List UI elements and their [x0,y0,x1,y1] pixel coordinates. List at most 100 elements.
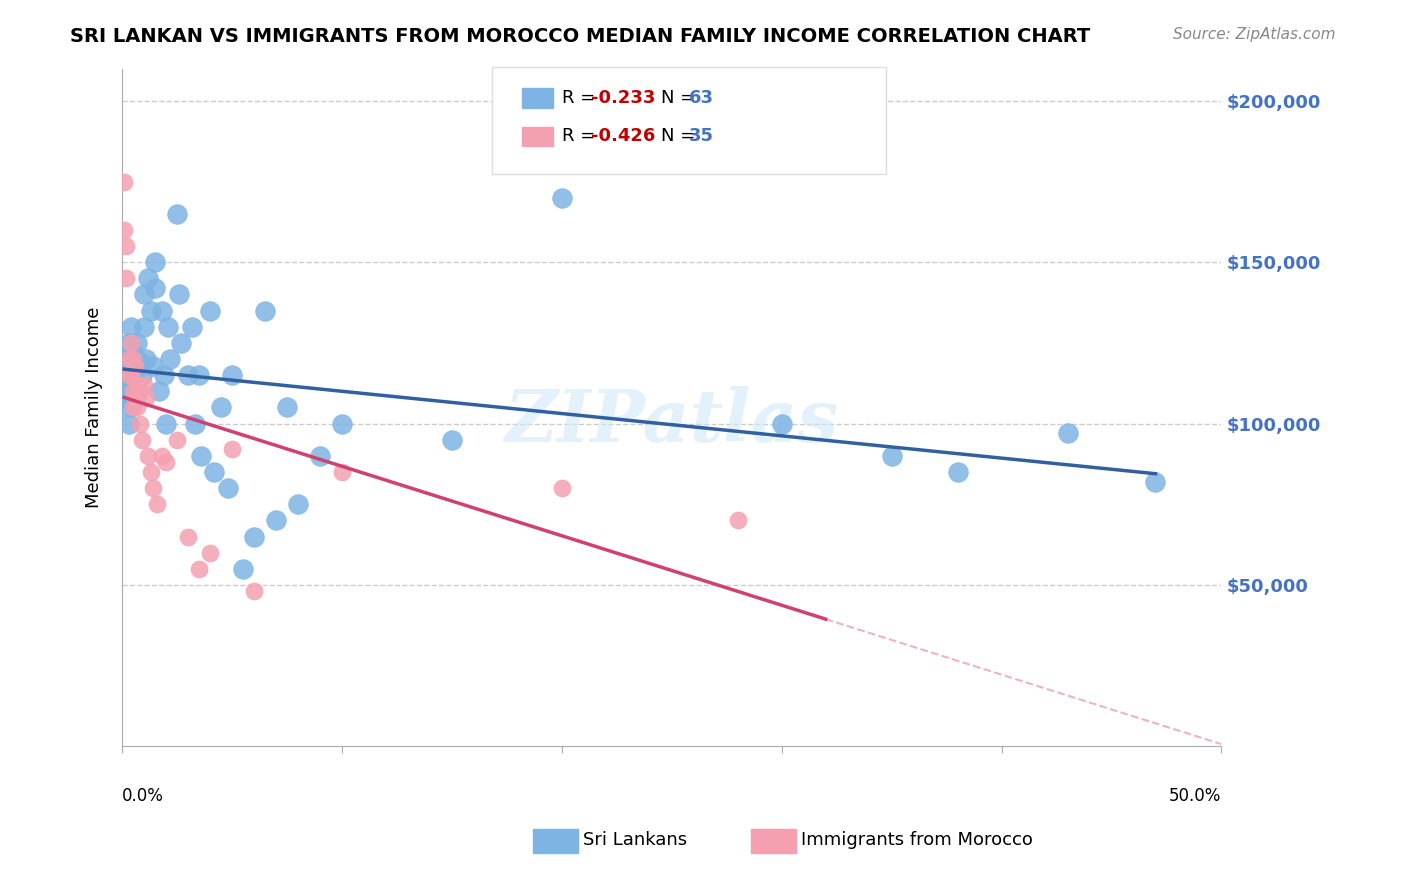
Point [157,319,180,334]
Point [142,359,165,373]
Point [159,352,181,367]
Point [253,303,276,318]
Point [120,335,142,350]
Point [155,417,177,431]
Point [770,417,793,431]
Point [117,417,139,431]
Point [124,391,146,405]
Point [139,465,162,479]
Point [202,465,225,479]
Point [198,303,221,318]
Point [112,174,135,188]
Point [122,401,145,415]
Point [122,352,145,367]
Point [177,368,200,383]
Point [330,417,353,431]
Point [166,433,188,447]
Text: N =: N = [661,128,700,145]
Point [146,497,169,511]
Point [181,319,204,334]
Point [177,530,200,544]
Point [221,368,243,383]
Point [143,281,166,295]
Text: -0.426: -0.426 [591,128,655,145]
Point [188,562,211,576]
Point [128,355,150,369]
Point [117,368,139,383]
Y-axis label: Median Family Income: Median Family Income [86,307,103,508]
Point [139,303,162,318]
Text: ZIPatlas: ZIPatlas [505,385,839,457]
Point [148,384,170,399]
Point [131,368,153,383]
Point [120,319,142,334]
Point [232,562,254,576]
Point [120,368,142,383]
Point [112,223,135,237]
Point [115,391,138,405]
Point [127,384,149,399]
Text: SRI LANKAN VS IMMIGRANTS FROM MOROCCO MEDIAN FAMILY INCOME CORRELATION CHART: SRI LANKAN VS IMMIGRANTS FROM MOROCCO ME… [70,27,1091,45]
Point [166,207,188,221]
Point [190,449,212,463]
Point [276,401,298,415]
Text: 50.0%: 50.0% [1168,787,1222,805]
Point [551,481,574,495]
Point [131,433,153,447]
Point [128,384,150,399]
Point [135,352,157,367]
Point [150,449,173,463]
Point [127,335,149,350]
Point [143,255,166,269]
Point [150,303,173,318]
Point [138,271,160,285]
Point [124,368,146,383]
Text: Immigrants from Morocco: Immigrants from Morocco [801,831,1033,849]
Point [727,513,749,527]
Point [117,335,139,350]
Point [117,384,139,399]
Point [115,271,138,285]
Text: Source: ZipAtlas.com: Source: ZipAtlas.com [1173,27,1336,42]
Point [135,391,157,405]
Point [120,391,142,405]
Point [330,465,353,479]
Point [221,442,243,457]
Point [112,368,135,383]
Point [112,352,135,367]
Point [170,335,193,350]
Point [132,319,155,334]
Point [183,417,205,431]
Text: R =: R = [562,128,602,145]
Point [120,368,142,383]
Point [209,401,232,415]
Point [880,449,903,463]
Text: -0.233: -0.233 [591,89,655,107]
Point [287,497,309,511]
Point [138,449,160,463]
Text: N =: N = [661,89,700,107]
Point [188,368,211,383]
Point [124,359,146,373]
Text: 0.0%: 0.0% [122,787,165,805]
Point [1056,426,1078,441]
Point [127,377,149,392]
Text: 63: 63 [689,89,714,107]
Point [155,455,177,469]
Point [115,377,138,392]
Point [440,433,463,447]
Point [264,513,287,527]
Point [122,359,145,373]
Point [132,377,155,392]
Point [122,377,145,392]
Point [124,391,146,405]
Point [309,449,332,463]
Text: 35: 35 [689,128,714,145]
Point [153,368,176,383]
Point [217,481,239,495]
Point [167,287,190,301]
Point [127,401,149,415]
Point [117,401,139,415]
Text: Sri Lankans: Sri Lankans [583,831,688,849]
Point [551,191,574,205]
